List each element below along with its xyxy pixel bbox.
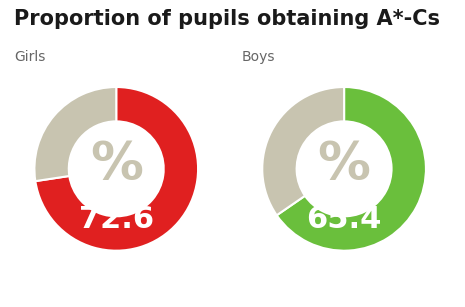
Wedge shape — [262, 87, 344, 215]
Text: Boys: Boys — [242, 50, 275, 64]
Wedge shape — [34, 87, 116, 181]
Wedge shape — [35, 87, 198, 251]
Text: %: % — [318, 139, 371, 191]
Text: Proportion of pupils obtaining A*-Cs: Proportion of pupils obtaining A*-Cs — [14, 9, 440, 29]
Wedge shape — [277, 87, 426, 251]
Text: 72.6: 72.6 — [79, 205, 154, 234]
Text: Girls: Girls — [14, 50, 45, 64]
Text: 65.4: 65.4 — [306, 205, 382, 234]
Text: %: % — [90, 139, 143, 191]
